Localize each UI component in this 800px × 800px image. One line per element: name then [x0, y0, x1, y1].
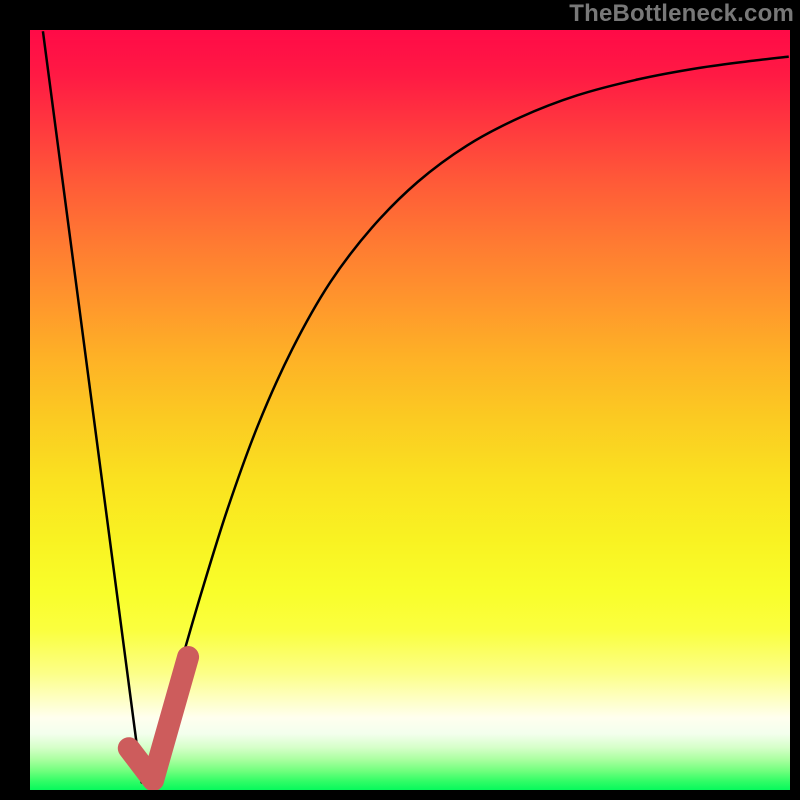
figure-root: TheBottleneck.com	[0, 0, 800, 800]
plot-area	[30, 30, 790, 790]
chart-svg	[30, 30, 790, 790]
gradient-background	[30, 30, 790, 790]
watermark-text: TheBottleneck.com	[569, 0, 794, 28]
